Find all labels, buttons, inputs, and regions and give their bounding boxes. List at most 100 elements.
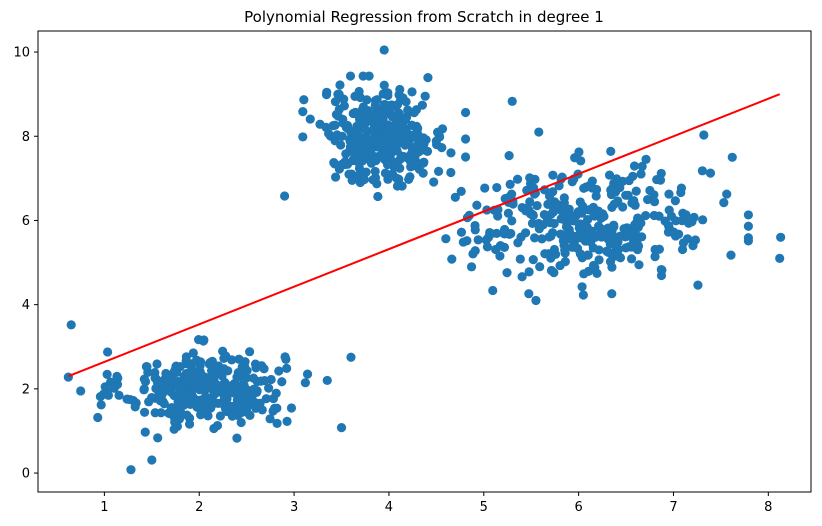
scatter-point [195, 404, 204, 413]
scatter-point [377, 143, 386, 152]
scatter-point [589, 243, 598, 252]
scatter-point [234, 368, 243, 377]
scatter-point [562, 219, 571, 228]
scatter-point [641, 211, 650, 220]
scatter-point [383, 91, 392, 100]
scatter-point [446, 148, 455, 157]
scatter-point [418, 136, 427, 145]
y-tick-label: 2 [22, 382, 30, 397]
scatter-point [622, 223, 631, 232]
scatter-point [472, 201, 481, 210]
scatter-point [548, 171, 557, 180]
scatter-point [141, 428, 150, 437]
scatter-point [182, 352, 191, 361]
scatter-point [262, 394, 271, 403]
scatter-point [335, 90, 344, 99]
scatter-point [151, 408, 160, 417]
scatter-point [393, 161, 402, 170]
scatter-point [451, 193, 460, 202]
scatter-point [243, 395, 252, 404]
scatter-point [579, 290, 588, 299]
scatter-point [223, 366, 232, 375]
scatter-point [353, 145, 362, 154]
scatter-point [298, 132, 307, 141]
scatter-point [93, 413, 102, 422]
scatter-point [631, 229, 640, 238]
scatter-point [257, 361, 266, 370]
scatter-point [607, 289, 616, 298]
scatter-point [178, 410, 187, 419]
scatter-point [160, 399, 169, 408]
scatter-point [280, 191, 289, 200]
scatter-point [627, 254, 636, 263]
scatter-point [535, 262, 544, 271]
scatter-point [488, 286, 497, 295]
scatter-point [688, 241, 697, 250]
scatter-point [664, 189, 673, 198]
scatter-point [457, 228, 466, 237]
scatter-point [534, 127, 543, 136]
scatter-point [152, 359, 161, 368]
scatter-point [97, 400, 106, 409]
scatter-point [203, 411, 212, 420]
scatter-point [432, 140, 441, 149]
scatter-point [140, 408, 149, 417]
scatter-point [665, 205, 674, 214]
scatter-point [608, 183, 617, 192]
y-tick-label: 4 [22, 298, 30, 313]
scatter-point [693, 281, 702, 290]
scatter-point [502, 268, 511, 277]
scatter-point [706, 169, 715, 178]
scatter-point [110, 384, 119, 393]
scatter-point [404, 175, 413, 184]
scatter-point [330, 159, 339, 168]
scatter-point [606, 147, 615, 156]
scatter-point [151, 384, 160, 393]
scatter-point [592, 269, 601, 278]
scatter-point [504, 209, 513, 218]
scatter-point [592, 185, 601, 194]
scatter-point [226, 402, 235, 411]
y-tick-label: 8 [22, 130, 30, 145]
scatter-point [205, 359, 214, 368]
scatter-point [113, 373, 122, 382]
scatter-point [64, 372, 73, 381]
x-tick-label: 1 [100, 500, 108, 515]
scatter-point [126, 395, 135, 404]
scatter-point [531, 296, 540, 305]
scatter-point [164, 409, 173, 418]
scatter-point [687, 217, 696, 226]
scatter-point [303, 370, 312, 379]
scatter-point [299, 95, 308, 104]
scatter-point [76, 386, 85, 395]
scatter-point [606, 239, 615, 248]
scatter-point [632, 187, 641, 196]
x-tick-label: 4 [385, 500, 393, 515]
scatter-point [447, 255, 456, 264]
scatter-point [159, 382, 168, 391]
scatter-point [392, 116, 401, 125]
scatter-point [194, 335, 203, 344]
scatter-point [335, 105, 344, 114]
scatter-point [530, 233, 539, 242]
scatter-point [468, 249, 477, 258]
scatter-point [513, 238, 522, 247]
scatter-point [371, 167, 380, 176]
scatter-point [676, 188, 685, 197]
scatter-point [650, 245, 659, 254]
scatter-point [719, 198, 728, 207]
scatter-point [518, 272, 527, 281]
scatter-point [493, 211, 502, 220]
scatter-point [506, 180, 515, 189]
y-tick-label: 6 [22, 214, 30, 229]
scatter-point [306, 114, 315, 123]
scatter-point [624, 242, 633, 251]
scatter-point [228, 388, 237, 397]
scatter-point [245, 347, 254, 356]
scatter-point [557, 206, 566, 215]
scatter-point [661, 216, 670, 225]
scatter-point [618, 202, 627, 211]
scatter-point [331, 172, 340, 181]
scatter-point [274, 366, 283, 375]
scatter-point [480, 183, 489, 192]
